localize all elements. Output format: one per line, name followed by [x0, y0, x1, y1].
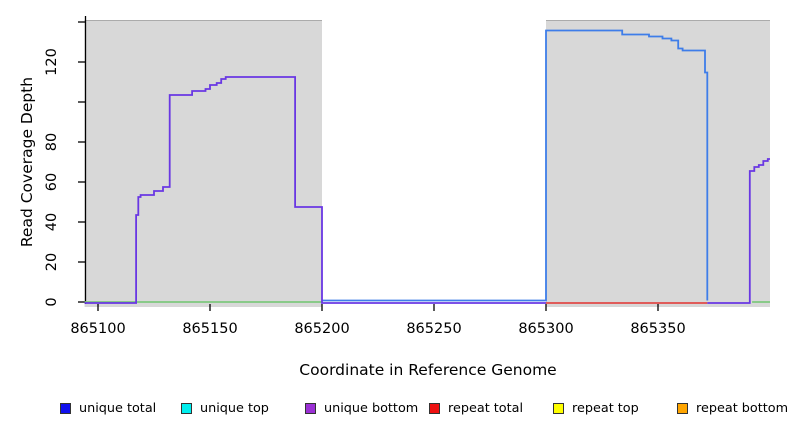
legend-swatch-icon: [181, 402, 192, 414]
legend-swatch-icon: [677, 402, 688, 414]
legend-swatch-icon: [553, 402, 564, 414]
series-unique-total-right: [322, 29, 709, 302]
y-axis-title: Read Coverage Depth: [18, 76, 36, 248]
series-unique-bottom-purple: [84, 76, 546, 304]
legend-label: repeat top: [572, 400, 639, 416]
legend-swatch-icon: [60, 402, 71, 414]
legend-item-unique-top: unique top: [181, 400, 269, 416]
x-tick-label: 865150: [182, 321, 237, 337]
x-axis-title: Coordinate in Reference Genome: [299, 361, 557, 379]
shaded-region: [546, 20, 770, 307]
y-tick-label: 0: [44, 297, 60, 306]
legend-item-repeat-total: repeat total: [429, 400, 524, 416]
y-tick-label: 120: [44, 48, 60, 76]
x-tick-label: 865100: [70, 321, 125, 337]
series-unique-bottom-purple: [707, 158, 770, 304]
legend-label: unique top: [200, 400, 269, 416]
x-tick-label: 865200: [294, 321, 349, 337]
legend-item-repeat-bottom: repeat bottom: [677, 400, 789, 416]
y-tick-label: 60: [44, 173, 60, 191]
legend-label: repeat total: [448, 400, 524, 416]
x-tick-label: 865300: [518, 321, 573, 337]
legend-swatch-icon: [429, 402, 440, 414]
x-tick-label: 865250: [406, 321, 461, 337]
y-tick-label: 80: [44, 133, 60, 151]
legend-swatch-icon: [305, 402, 316, 414]
legend-label: unique bottom: [324, 400, 419, 416]
legend-label: repeat bottom: [696, 400, 789, 416]
y-tick-label: 20: [44, 253, 60, 271]
y-tick-label: 40: [44, 213, 60, 231]
legend-item-repeat-top: repeat top: [553, 400, 639, 416]
x-tick-label: 865350: [630, 321, 685, 337]
shaded-region: [84, 20, 322, 307]
legend-item-unique-bottom: unique bottom: [305, 400, 419, 416]
legend-label: unique total: [79, 400, 157, 416]
legend-item-unique-total: unique total: [60, 400, 157, 416]
